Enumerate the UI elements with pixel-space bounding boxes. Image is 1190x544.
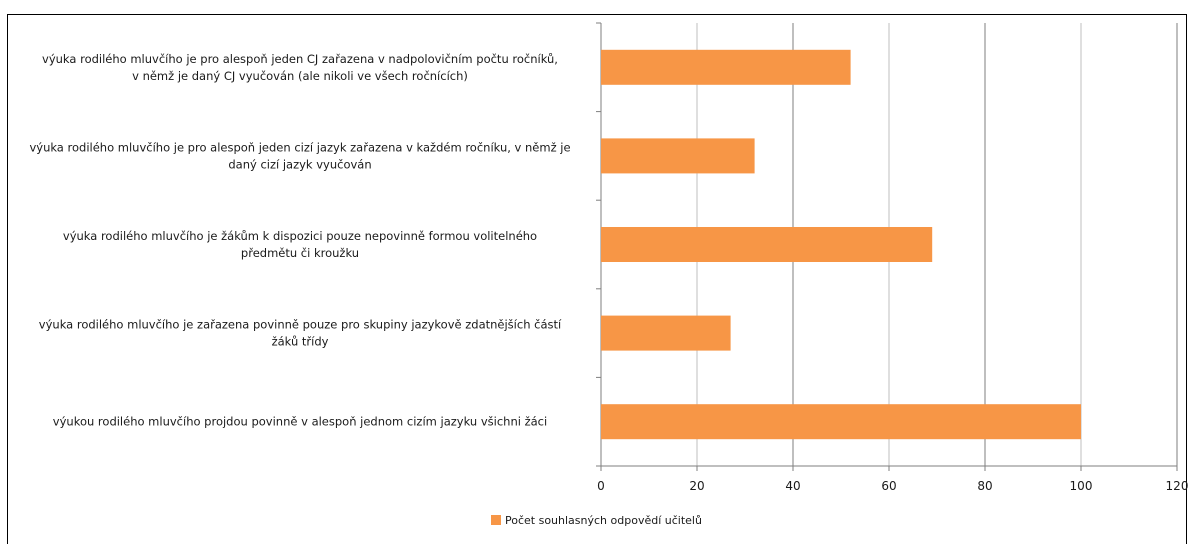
x-tick-label: 100 [1070,479,1093,493]
category-label: výuka rodilého mluvčího je žákům k dispo… [63,229,537,260]
x-tick-label: 20 [689,479,704,493]
category-label: výuka rodilého mluvčího je pro alespoň j… [29,140,570,171]
x-tick-label: 60 [881,479,896,493]
x-tick-label: 80 [977,479,992,493]
bar [601,138,755,174]
category-label: výuka rodilého mluvčího je pro alespoň j… [42,52,558,83]
legend-swatch [491,515,501,525]
bar [601,404,1081,440]
x-tick-label: 0 [597,479,605,493]
x-tick-label: 120 [1166,479,1189,493]
category-label: výukou rodilého mluvčího projdou povinně… [53,415,547,429]
chart-frame [7,14,1187,544]
category-label: výuka rodilého mluvčího je zařazena povi… [39,318,562,349]
bar [601,315,731,351]
x-tick-label: 40 [785,479,800,493]
bar [601,227,933,262]
legend-label: Počet souhlasných odpovědí učitelů [505,514,702,527]
bar [601,49,851,85]
